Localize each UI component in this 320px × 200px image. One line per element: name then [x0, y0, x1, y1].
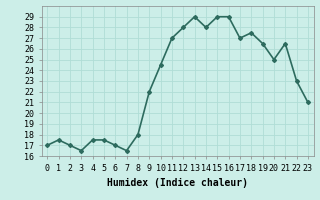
- X-axis label: Humidex (Indice chaleur): Humidex (Indice chaleur): [107, 178, 248, 188]
